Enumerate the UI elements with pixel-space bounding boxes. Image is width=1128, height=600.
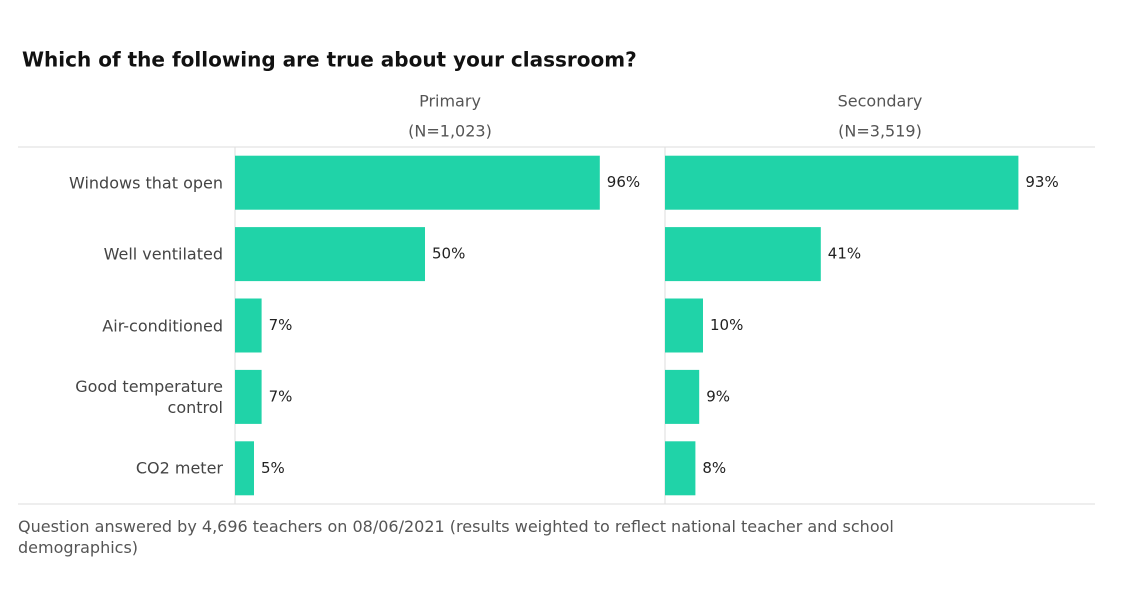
bar — [665, 155, 1019, 210]
value-label: 41% — [828, 245, 861, 263]
panel-subtitle: (N=1,023) — [408, 122, 492, 141]
bar — [235, 227, 425, 282]
bar — [665, 441, 696, 496]
value-label: 50% — [432, 245, 465, 263]
value-label: 9% — [706, 387, 730, 405]
category-label: Good temperature control — [75, 376, 223, 417]
bar — [235, 155, 600, 210]
value-label: 93% — [1025, 173, 1058, 191]
category-label: Windows that open — [68, 173, 223, 193]
bar — [235, 298, 262, 353]
footnote: Question answered by 4,696 teachers on 0… — [18, 517, 894, 557]
panel-title: Secondary — [838, 92, 923, 111]
bar — [665, 369, 700, 424]
value-label: 7% — [269, 316, 293, 334]
bar — [665, 227, 821, 282]
value-label: 10% — [710, 316, 743, 334]
panel-title: Primary — [419, 92, 481, 111]
chart-title: Which of the following are true about yo… — [22, 48, 637, 72]
bar — [665, 298, 703, 353]
value-label: 8% — [702, 459, 726, 477]
bar — [235, 441, 254, 496]
panel-subtitle: (N=3,519) — [838, 122, 922, 141]
value-label: 96% — [607, 173, 640, 191]
category-label: Well ventilated — [103, 244, 223, 264]
value-label: 5% — [261, 459, 285, 477]
category-label: CO2 meter — [135, 458, 223, 478]
category-label: Air-conditioned — [102, 316, 223, 335]
value-label: 7% — [269, 387, 293, 405]
bar — [235, 369, 262, 424]
